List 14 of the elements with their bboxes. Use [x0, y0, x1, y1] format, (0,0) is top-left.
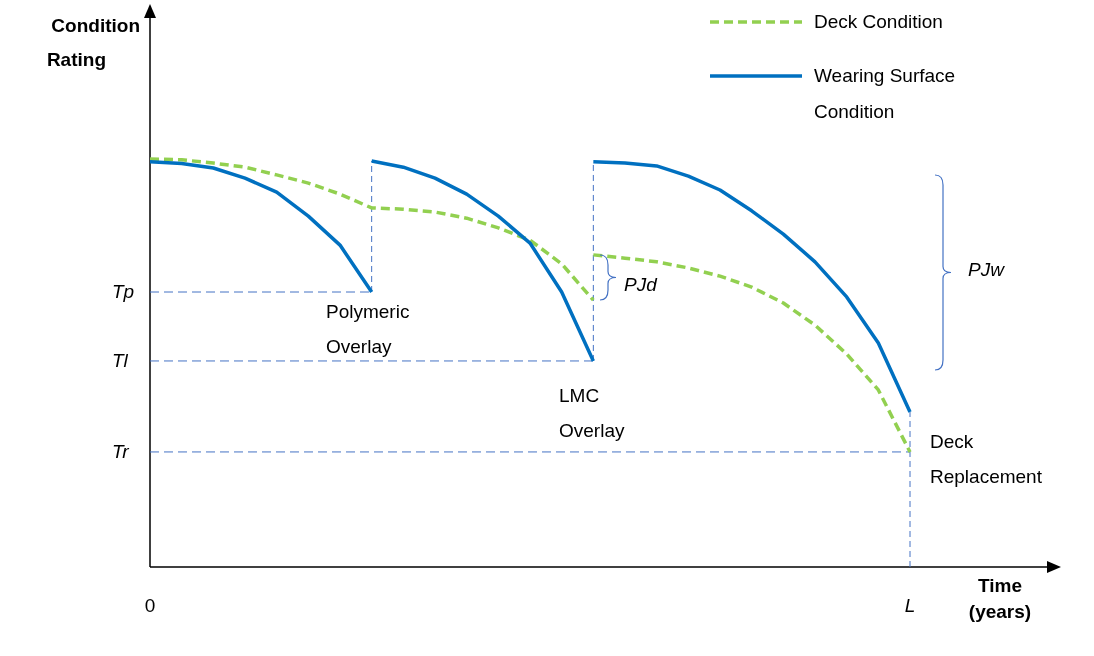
x-tick-label: 0 [144, 595, 156, 616]
ref-line-label: Tl [112, 349, 129, 371]
legend-label: Deck Condition [814, 11, 943, 32]
text: Deck Replacement [930, 431, 1043, 487]
legend-label: Wearing Surface Condition [814, 65, 956, 122]
y-axis-title: Condition Rating [46, 15, 140, 70]
text: PJw [968, 259, 1006, 280]
ref-line-label: Tp [112, 281, 135, 303]
annotation: LMC Overlay [559, 385, 625, 441]
x-axis-title: Time (years) [968, 575, 1032, 622]
x-tick-label: L [904, 595, 916, 616]
ref-line-label: Tr [112, 440, 130, 462]
annotation: PJd [624, 274, 659, 295]
annotation: Polymeric Overlay [326, 301, 410, 357]
